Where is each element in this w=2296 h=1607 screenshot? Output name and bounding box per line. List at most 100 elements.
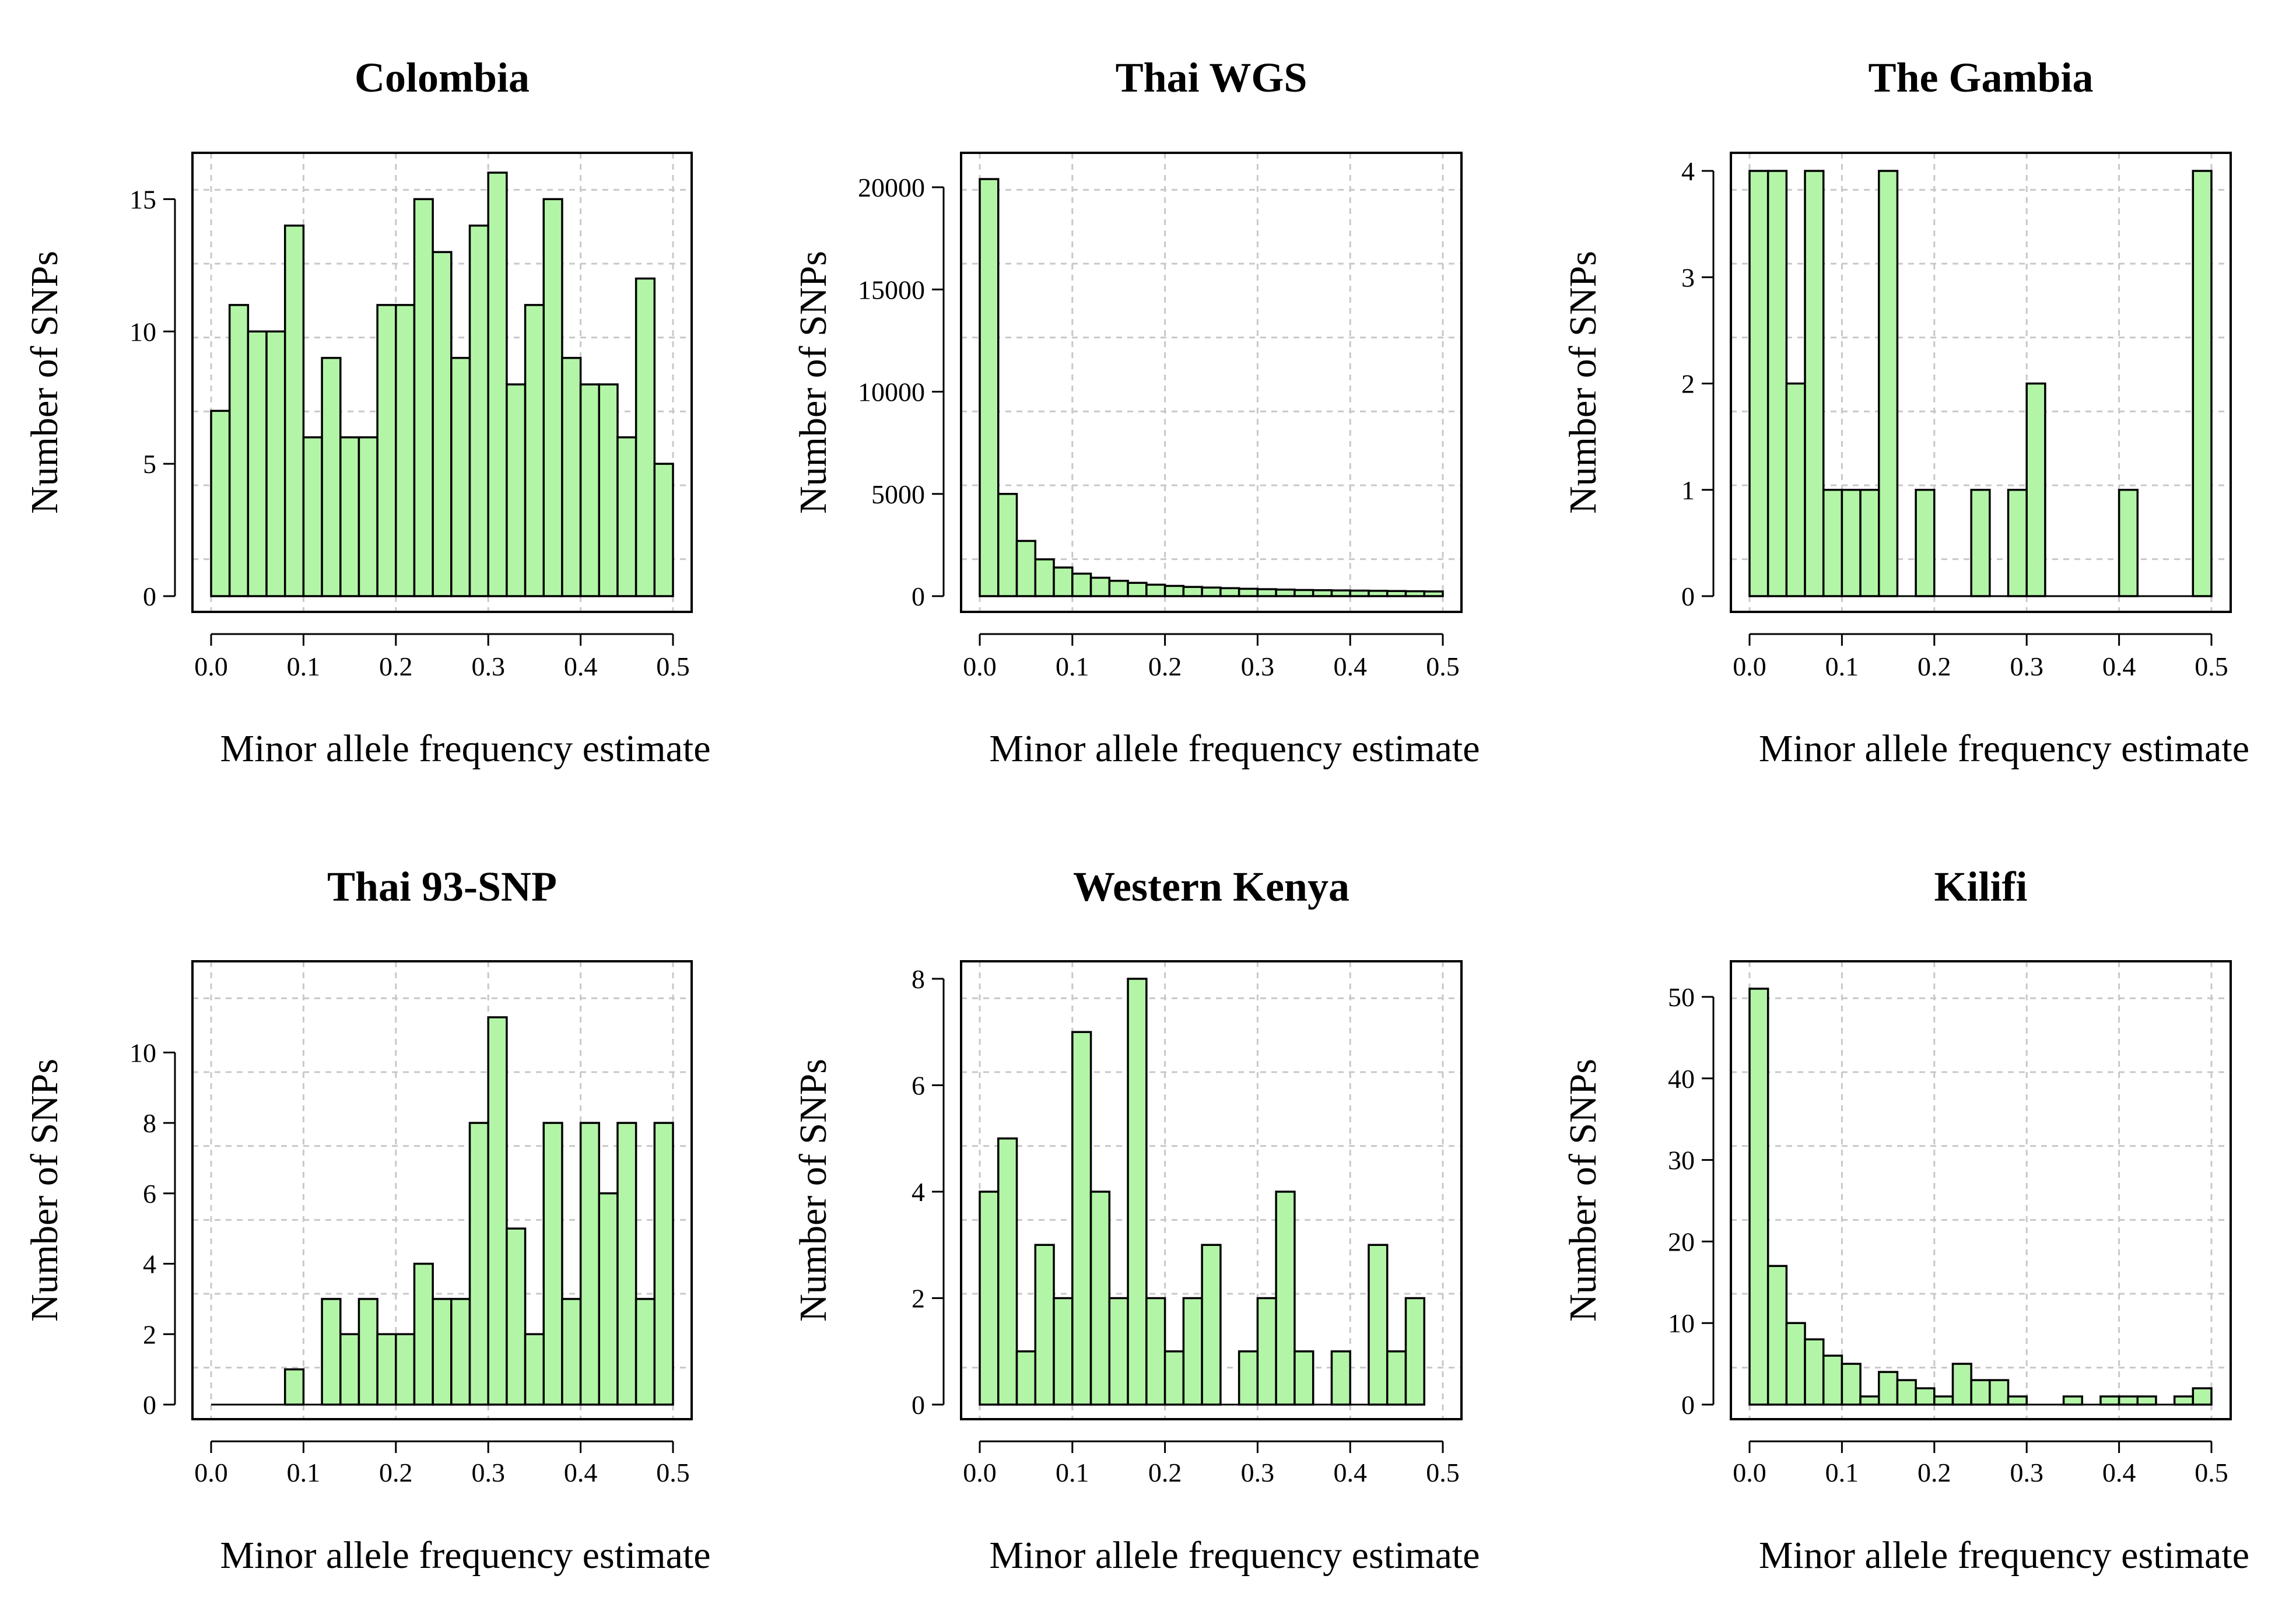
panel-title: Thai 93-SNP xyxy=(327,863,557,910)
histogram-bar xyxy=(997,493,1018,597)
histogram-bar xyxy=(2062,1395,2083,1406)
x-tick-label: 0.5 xyxy=(1426,652,1460,681)
histogram-bar xyxy=(1785,1322,1806,1406)
panel-title: Western Kenya xyxy=(1073,863,1349,910)
histogram-bar xyxy=(2007,489,2028,597)
y-tick-label: 5000 xyxy=(871,479,925,509)
histogram-bar xyxy=(395,1333,416,1406)
histogram-bar xyxy=(1859,489,1880,597)
y-tick-label: 50 xyxy=(1668,982,1695,1012)
histogram-bar xyxy=(506,383,527,597)
y-axis-label: Number of SNPs xyxy=(1562,1059,1604,1322)
y-axis-label: Number of SNPs xyxy=(23,1059,66,1322)
panel-title: Thai WGS xyxy=(1116,54,1308,101)
x-tick-label: 0.1 xyxy=(1825,652,1859,681)
histogram-bar xyxy=(283,225,305,597)
y-tick-label: 2 xyxy=(912,1284,925,1314)
plot-frame xyxy=(191,152,693,613)
x-tick-label: 0.1 xyxy=(1056,652,1089,681)
histogram-bar xyxy=(2118,489,2139,597)
histogram-bar xyxy=(542,1122,563,1406)
histogram-bar xyxy=(432,1298,453,1406)
histogram-bar xyxy=(413,198,434,597)
histogram-bar xyxy=(265,330,286,597)
histogram-bar xyxy=(2192,170,2213,597)
x-axis-label: Minor allele frequency estimate xyxy=(989,1534,1480,1577)
histogram-bar xyxy=(1822,489,1843,597)
y-tick-label: 8 xyxy=(143,1108,156,1138)
histogram-bar xyxy=(997,1137,1018,1406)
x-tick-label: 0.3 xyxy=(1241,1458,1275,1487)
y-tick-label: 0 xyxy=(912,1390,925,1420)
y-tick-label: 10000 xyxy=(858,377,925,407)
x-axis-label: Minor allele frequency estimate xyxy=(1759,727,2249,770)
histogram-bar xyxy=(487,171,508,597)
y-axis-label: Number of SNPs xyxy=(792,1059,835,1322)
histogram-bar xyxy=(1015,1350,1037,1406)
histogram-bar xyxy=(524,1333,545,1406)
x-tick-label: 0.0 xyxy=(1733,652,1766,681)
histogram-bar xyxy=(210,409,231,597)
panel-title: Colombia xyxy=(355,54,530,101)
histogram-bar xyxy=(1766,170,1788,597)
histogram-bar xyxy=(1071,1031,1092,1406)
histogram-bar xyxy=(1163,1350,1185,1406)
histogram-bar xyxy=(524,304,545,597)
histogram-panel: 0.0 0.1 0.2 0.3 0.4 0.5 0 2 4 6 8 Western Kenya Mino… xyxy=(792,863,1480,1577)
x-tick-label: 0.1 xyxy=(287,1458,321,1487)
histogram-bar xyxy=(1785,382,1806,597)
y-tick-label: 6 xyxy=(912,1071,925,1101)
histogram-bar xyxy=(413,1262,434,1406)
x-tick-label: 0.4 xyxy=(564,652,598,681)
y-tick-label: 3 xyxy=(1681,262,1695,292)
histogram-bar xyxy=(1145,1297,1166,1406)
histogram-bar xyxy=(1841,1363,1862,1406)
histogram-bar xyxy=(598,1192,619,1406)
x-tick-label: 0.1 xyxy=(287,652,321,681)
histogram-bar xyxy=(432,251,453,597)
histogram-bar xyxy=(1108,579,1129,597)
histogram-bar xyxy=(1368,1244,1389,1406)
y-tick-label: 10 xyxy=(129,1038,156,1067)
y-tick-label: 0 xyxy=(912,582,925,611)
histogram-bar xyxy=(2099,1395,2120,1406)
histogram-bar xyxy=(1182,586,1203,597)
y-tick-label: 8 xyxy=(912,964,925,994)
y-axis-label: Number of SNPs xyxy=(792,251,835,514)
plot-frame xyxy=(191,960,693,1420)
x-tick-label: 0.1 xyxy=(1056,1458,1089,1487)
histogram-bar xyxy=(1053,566,1074,597)
y-tick-label: 10 xyxy=(1668,1308,1695,1338)
panel-title: The Gambia xyxy=(1868,54,2093,101)
histogram-bar xyxy=(1330,1350,1351,1406)
y-tick-label: 4 xyxy=(912,1177,925,1207)
y-tick-label: 0 xyxy=(1681,582,1695,611)
histogram-bar xyxy=(1015,540,1037,597)
histogram-bar xyxy=(1275,1191,1296,1406)
histogram-bar xyxy=(1108,1297,1129,1406)
histogram-bar xyxy=(1766,1265,1788,1406)
histogram-bar xyxy=(247,330,268,597)
y-tick-label: 2 xyxy=(143,1319,156,1349)
histogram-bar xyxy=(1859,1395,1880,1406)
y-tick-label: 20 xyxy=(1668,1227,1695,1256)
histogram-bar xyxy=(1896,1379,1917,1406)
y-tick-label: 0 xyxy=(1681,1390,1695,1420)
x-axis-label: Minor allele frequency estimate xyxy=(989,727,1480,770)
histogram-bar xyxy=(1053,1297,1074,1406)
histogram-bar xyxy=(1089,576,1111,597)
histogram-bar xyxy=(1404,1297,1425,1406)
histogram-bar xyxy=(1878,170,1899,597)
histogram-panel: 0.0 0.1 0.2 0.3 0.4 0.5 0 2 4 6 8 10 Thai 93-SNP Mino… xyxy=(23,863,711,1577)
y-tick-label: 40 xyxy=(1668,1064,1695,1094)
histogram-bar xyxy=(339,1333,360,1406)
y-tick-label: 4 xyxy=(1681,156,1695,186)
histogram-panel: 0.0 0.1 0.2 0.3 0.4 0.5 0 1 2 3 4 The Gambia Minor a… xyxy=(1562,54,2249,770)
histogram-bar xyxy=(1804,170,1825,597)
histogram-bar xyxy=(561,1298,582,1406)
histogram-bar xyxy=(1989,1379,2010,1406)
y-tick-label: 6 xyxy=(143,1179,156,1209)
histogram-bar xyxy=(1841,489,1862,597)
histogram-bar xyxy=(1256,588,1277,597)
